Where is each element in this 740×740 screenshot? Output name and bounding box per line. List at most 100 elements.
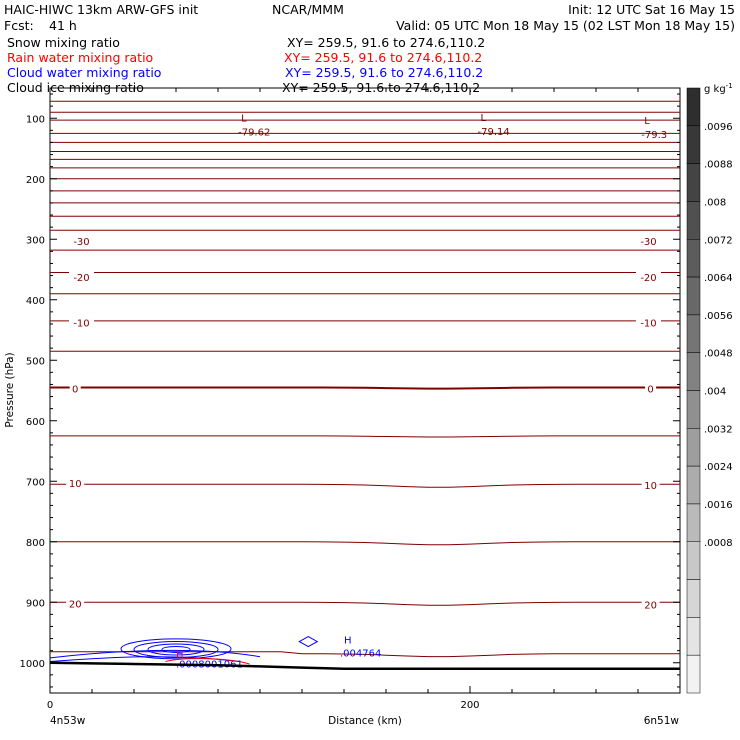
temperature-contour-line: [50, 601, 680, 606]
init-label: Init: 12 UTC Sat 16 May 15: [568, 2, 735, 17]
rain-water-contour: [165, 658, 250, 665]
field-name-rain: Rain water mixing ratio: [7, 50, 153, 65]
colorbar-swatch: [686, 390, 701, 429]
colorbar-tick-label: .0016: [704, 500, 733, 511]
temperature-contour-line: [50, 435, 680, 438]
colorbar-swatch: [686, 428, 701, 467]
cloud-water-contour: [161, 645, 191, 653]
colorbar-swatch: [686, 163, 701, 202]
rain-water-contours: H.0008001061: [165, 650, 250, 671]
x-tick-label: 0: [47, 700, 53, 711]
colorbar-swatch: [686, 125, 701, 164]
colorbar-swatch: [686, 314, 701, 353]
contour-label-background: [69, 382, 81, 395]
colorbar-unit-text: g kg: [704, 84, 726, 95]
plot-frame: [49, 87, 681, 694]
contour-label: 0: [72, 385, 78, 396]
contour-label-background: [69, 270, 94, 283]
temperature-contour-line: [50, 386, 680, 390]
colorbar-swatch: [686, 201, 701, 240]
fcst-value: 41 h: [49, 18, 77, 33]
contour-label-background: [641, 478, 660, 491]
colorbar-swatch: [686, 654, 701, 694]
section-start-label: 4n53w: [50, 715, 86, 727]
temperature-contour-line: [50, 651, 680, 658]
y-tick-label: 900: [26, 598, 45, 609]
colorbar-unit: g kg-1: [704, 82, 733, 95]
title-left: HAIC-HIWC 13km ARW-GFS init: [4, 2, 198, 17]
terrain-line: [49, 661, 680, 671]
field-name-cloud-water: Cloud water mixing ratio: [7, 65, 161, 80]
contour-label-background: [69, 316, 94, 329]
colorbar-swatch: [686, 617, 701, 656]
colorbar: .0096 .0088 .008 .0072 .0064 .0056 .0048 .004 .0…: [686, 87, 733, 694]
low-center-value: -79.14: [478, 127, 510, 138]
contour-label: 10: [69, 479, 82, 490]
cloud-water-contour: [120, 638, 232, 660]
contour-label: 10: [644, 481, 657, 492]
colorbar-swatch: [686, 465, 701, 505]
contour-label: 20: [69, 599, 82, 610]
low-center-value: -79.62: [238, 128, 270, 139]
contour-label-background: [636, 270, 661, 283]
contour-label-background: [636, 235, 661, 248]
fcst-label: Fcst:: [4, 18, 34, 33]
colorbar-tick-label: .0024: [704, 462, 733, 473]
colorbar-swatch: [686, 579, 701, 618]
colorbar-tick-label: .0032: [704, 424, 733, 435]
y-tick-label: 100: [26, 114, 45, 125]
colorbar-swatch: [686, 87, 701, 127]
contour-label-background: [641, 598, 660, 611]
valid-label: Valid: 05 UTC Mon 18 May 15 (02 LST Mon …: [396, 18, 735, 33]
colorbar-swatch: [686, 541, 701, 580]
contour-label: -30: [73, 237, 89, 248]
low-center-letter: L: [481, 113, 487, 124]
contour-label: -10: [640, 319, 656, 330]
y-tick-label: 400: [26, 296, 45, 307]
temperature-contours: [50, 100, 680, 658]
cloud-water-high-letter: H: [344, 636, 352, 647]
contour-label: -20: [73, 273, 89, 284]
y-tick-label: 700: [26, 477, 45, 488]
y-tick-label: 200: [26, 175, 45, 186]
contour-label-background: [66, 477, 85, 490]
field-name-snow: Snow mixing ratio: [7, 35, 120, 50]
low-center-letter: L: [644, 116, 650, 127]
y-tick-label: 1000: [20, 659, 45, 670]
colorbar-swatch: [686, 276, 701, 316]
y-axis-label: Pressure (hPa): [4, 352, 16, 427]
colorbar-tick-label: .0072: [704, 235, 733, 246]
colorbar-tick-label: .0056: [704, 311, 733, 322]
contour-label: 20: [644, 601, 657, 612]
colorbar-tick-label: .0096: [704, 122, 733, 133]
low-center-labels: L -79.62 L -79.14 L -79.3: [238, 113, 667, 141]
contour-label-background: [645, 382, 657, 395]
org-label: NCAR/MMM: [272, 2, 344, 17]
low-center-value: -79.3: [641, 130, 667, 141]
contour-label: -20: [640, 273, 656, 284]
colorbar-unit-exponent: -1: [726, 82, 733, 90]
colorbar-swatch: [686, 239, 701, 278]
x-axis-label: Distance (km): [328, 715, 402, 727]
field-xy-snow: XY= 259.5, 91.6 to 274.6,110.2: [287, 35, 485, 50]
contour-label: -30: [640, 237, 656, 248]
colorbar-tick-label: .0064: [704, 273, 733, 284]
colorbar-swatch: [686, 352, 701, 391]
x-tick-label: 200: [460, 700, 479, 711]
cloud-water-high-value: .004764: [340, 649, 381, 660]
colorbar-tick-label: .0008: [704, 538, 733, 549]
contour-label-background: [69, 235, 94, 248]
y-tick-label: 600: [26, 417, 45, 428]
temperature-contour-labels: -30 -30 -20 -20 -10 -10 0 0 10 10 20 20: [66, 235, 661, 612]
temperature-contour-line: [50, 541, 680, 546]
section-end-label: 6n51w: [644, 715, 680, 727]
contour-label-background: [636, 316, 661, 329]
x-axis: 0 200: [47, 88, 681, 711]
y-tick-label: 800: [26, 538, 45, 549]
colorbar-tick-label: .008: [704, 197, 726, 208]
contour-label-background: [66, 597, 85, 610]
cloud-water-contours: H .004764: [49, 636, 381, 663]
temperature-contour-line: [50, 483, 680, 488]
